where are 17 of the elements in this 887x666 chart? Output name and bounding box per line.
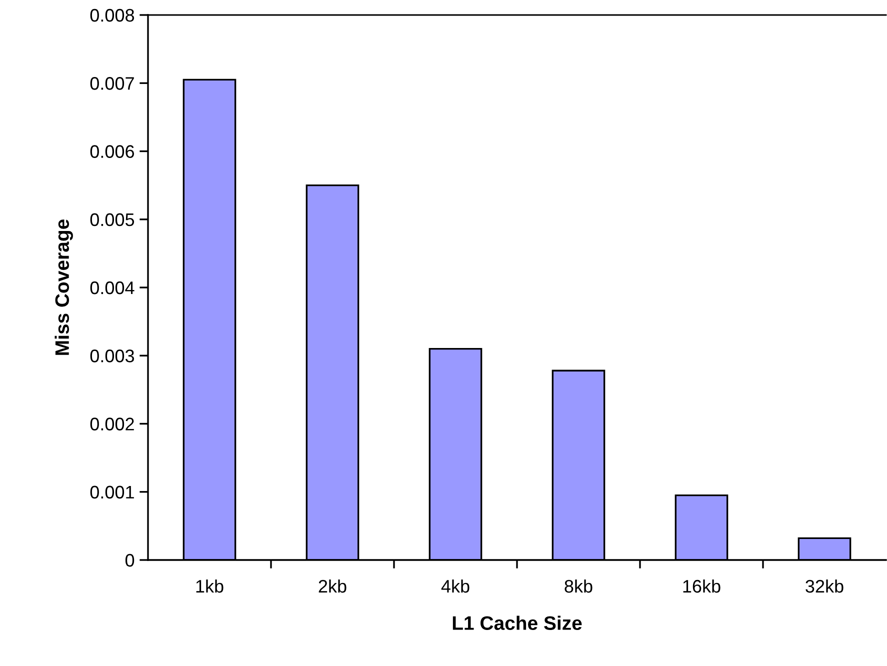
- y-tick-label: 0.007: [90, 77, 134, 90]
- x-tick-label: 32kb: [806, 579, 844, 593]
- x-tick-label: 16kb: [683, 579, 720, 593]
- x-tick-label: 1kb: [196, 579, 224, 593]
- x-tick-label: 2kb: [318, 579, 346, 593]
- y-tick-label: 0.003: [90, 350, 134, 362]
- y-tick-label: 0.008: [90, 8, 134, 22]
- y-axis-title: Miss Coverage: [54, 220, 73, 355]
- y-tick-label: 0.004: [90, 281, 134, 294]
- y-tick-label: 0.001: [90, 486, 134, 499]
- y-tick-label: 0.002: [90, 418, 134, 430]
- x-tick-label: 8kb: [564, 579, 592, 593]
- y-tick-label: 0.006: [90, 145, 134, 158]
- x-tick-label: 4kb: [441, 579, 470, 593]
- y-tick-label: 0: [125, 554, 134, 567]
- x-axis-title: L1 Cache Size: [452, 616, 582, 630]
- y-tick-label: 0.005: [90, 213, 134, 226]
